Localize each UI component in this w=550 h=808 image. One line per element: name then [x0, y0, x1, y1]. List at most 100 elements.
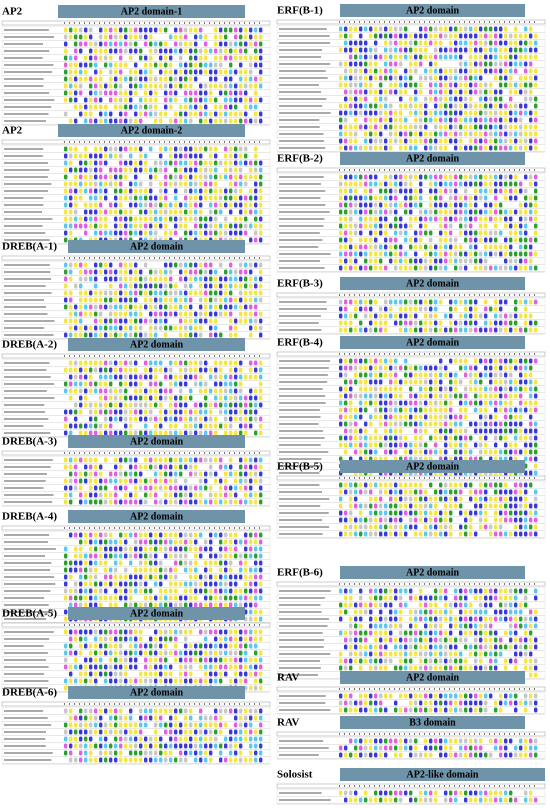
residue: [144, 374, 148, 380]
residue: [89, 97, 93, 103]
tick: [229, 624, 230, 626]
residue: [439, 299, 443, 305]
residue: [129, 153, 133, 159]
residue: [109, 581, 113, 587]
residue: [364, 89, 368, 95]
residue: [184, 269, 188, 275]
residue: [504, 223, 508, 229]
residue: [169, 374, 173, 380]
row-name: [4, 752, 53, 754]
residue: [164, 657, 168, 663]
residue: [239, 629, 243, 635]
residue: [234, 629, 238, 635]
residue: [449, 138, 453, 144]
residue: [434, 40, 438, 46]
residue: [114, 332, 118, 338]
row-name: [279, 140, 324, 142]
residue: [209, 297, 213, 303]
residue: [219, 283, 223, 289]
tick: [99, 452, 100, 454]
residue: [459, 230, 463, 236]
row-name: [4, 731, 46, 733]
tick: [529, 21, 530, 23]
residue: [184, 318, 188, 324]
residue: [119, 471, 123, 477]
residue: [229, 360, 233, 366]
residue: [229, 318, 233, 324]
residue: [119, 290, 123, 296]
residue: [179, 41, 183, 47]
residue: [384, 230, 388, 236]
residue: [499, 103, 503, 109]
residue: [209, 671, 213, 677]
residue: [229, 381, 233, 387]
residue: [364, 251, 368, 257]
residue: [474, 54, 478, 60]
residue: [379, 188, 383, 194]
residue: [104, 325, 108, 331]
residue: [99, 722, 103, 728]
residue: [179, 499, 183, 505]
residue: [514, 258, 518, 264]
residue: [229, 41, 233, 47]
residue: [244, 216, 248, 222]
residue: [169, 678, 173, 684]
residue: [119, 588, 123, 594]
residue: [534, 75, 538, 81]
residue: [149, 90, 153, 96]
tick: [94, 141, 95, 143]
residue: [139, 181, 143, 187]
residue: [64, 237, 68, 243]
residue: [239, 297, 243, 303]
row-name: [279, 56, 321, 58]
residue: [109, 181, 113, 187]
residue: [509, 68, 513, 74]
residue: [159, 216, 163, 222]
residue: [99, 34, 103, 40]
residue: [399, 75, 403, 81]
residue: [429, 131, 433, 137]
residue: [159, 546, 163, 552]
residue: [384, 124, 388, 130]
tick: [209, 22, 210, 24]
residue: [64, 650, 68, 656]
residue: [469, 117, 473, 123]
residue: [194, 90, 198, 96]
residue: [139, 118, 143, 124]
residue: [219, 304, 223, 310]
residue: [224, 650, 228, 656]
residue: [99, 409, 103, 415]
residue: [249, 304, 253, 310]
residue: [349, 54, 353, 60]
residue: [234, 671, 238, 677]
residue: [419, 258, 423, 264]
residue: [194, 174, 198, 180]
residue: [534, 40, 538, 46]
residue: [234, 216, 238, 222]
tick: [94, 257, 95, 259]
residue: [504, 138, 508, 144]
residue: [404, 202, 408, 208]
residue: [509, 75, 513, 81]
domain-bar: [340, 152, 525, 165]
residue: [99, 757, 103, 763]
residue: [374, 110, 378, 116]
residue: [249, 609, 253, 615]
residue: [179, 223, 183, 229]
residue: [224, 736, 228, 742]
residue: [89, 402, 93, 408]
residue: [259, 532, 263, 538]
residue: [144, 499, 148, 505]
residue: [219, 188, 223, 194]
residue: [114, 269, 118, 275]
residue: [409, 223, 413, 229]
residue: [129, 409, 133, 415]
residue: [244, 304, 248, 310]
residue: [124, 360, 128, 366]
residue: [74, 581, 78, 587]
residue: [194, 41, 198, 47]
residue: [159, 671, 163, 677]
residue: [209, 602, 213, 608]
residue: [364, 40, 368, 46]
residue: [64, 174, 68, 180]
